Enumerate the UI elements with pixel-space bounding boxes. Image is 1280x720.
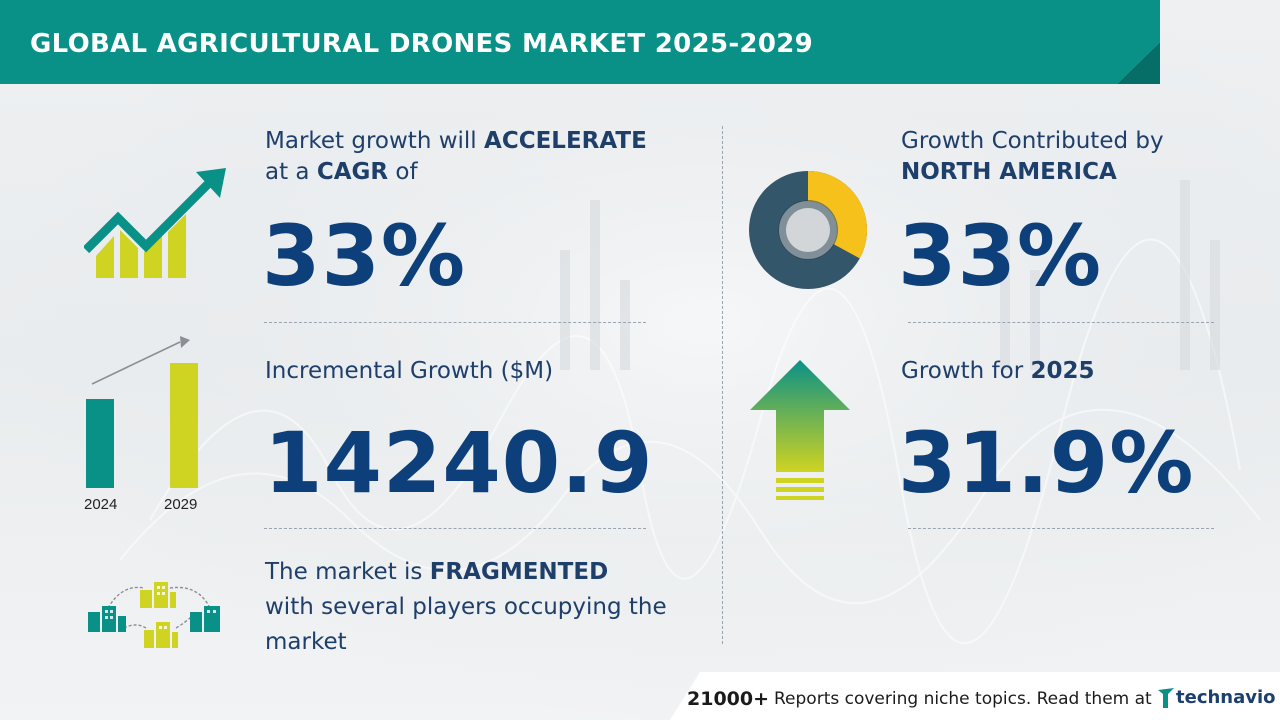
fragmented-prefix: The market is xyxy=(265,559,430,585)
region-value: 33% xyxy=(898,207,1103,305)
header-band-shape xyxy=(0,0,1160,84)
region-name: NORTH AMERICA xyxy=(901,159,1117,185)
incremental-label: Incremental Growth ($M) xyxy=(265,358,554,384)
buildings-network-icon xyxy=(88,582,220,648)
fragmented-line1: The market is FRAGMENTED xyxy=(265,557,608,588)
up-arrow-icon xyxy=(750,360,850,500)
incremental-value: 14240.9 xyxy=(264,414,654,512)
region-label-line2: NORTH AMERICA xyxy=(901,157,1117,188)
year-end-label: 2029 xyxy=(164,496,198,513)
divider-left-1 xyxy=(264,322,646,323)
bar-growth-icon xyxy=(86,336,198,488)
fragmented-line2: with several players occupying the xyxy=(265,594,667,620)
trend-arrow-icon xyxy=(84,168,226,278)
fragmented-bold: FRAGMENTED xyxy=(429,559,609,585)
year-start-label: 2024 xyxy=(84,496,118,513)
divider-right-2 xyxy=(908,528,1214,529)
page-title: GLOBAL AGRICULTURAL DRONES MARKET 2025-2… xyxy=(30,29,813,59)
cagr-label-accelerate: ACCELERATE xyxy=(484,128,647,154)
fragmented-line3: market xyxy=(265,629,347,655)
technavio-logo-icon xyxy=(1158,688,1174,708)
cagr-value: 33% xyxy=(262,207,467,305)
cagr-label-line1: Market growth will ACCELERATE xyxy=(265,126,647,157)
donut-icon xyxy=(749,171,867,289)
divider-left-2 xyxy=(264,528,646,529)
growth-year-value: 31.9% xyxy=(898,414,1195,512)
growth-year-year: 2025 xyxy=(1030,358,1095,384)
growth-year-label: Growth for 2025 xyxy=(901,356,1095,387)
header-banner: GLOBAL AGRICULTURAL DRONES MARKET 2025-2… xyxy=(0,0,1160,84)
growth-year-prefix: Growth for xyxy=(901,358,1031,384)
technavio-link[interactable]: technavio xyxy=(1158,684,1276,712)
divider-right-1 xyxy=(908,322,1214,323)
cagr-label-prefix: Market growth will xyxy=(265,128,485,154)
cagr-label-at-a: at a xyxy=(265,159,317,185)
region-label-line1: Growth Contributed by xyxy=(901,128,1164,154)
cagr-label-line2: at a CAGR of xyxy=(265,157,418,188)
technavio-brand: technavio xyxy=(1176,687,1276,708)
footer-report-count: 21000+ xyxy=(687,688,770,710)
center-divider xyxy=(722,126,723,644)
cagr-label-of: of xyxy=(388,159,418,185)
cagr-label-cagr: CAGR xyxy=(316,159,389,185)
donut-region-slice xyxy=(808,171,867,259)
footer-message: Reports covering niche topics. Read them… xyxy=(774,689,1152,709)
